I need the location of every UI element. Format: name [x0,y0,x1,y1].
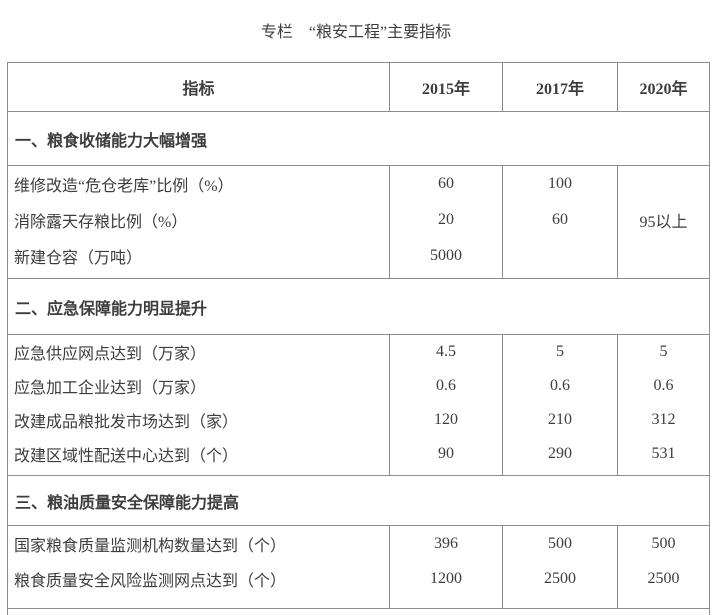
row-label: 改建区域性配送中心达到（个） [8,437,390,471]
table-row: 维修改造“危仓老库”比例（%） 60 100 [8,166,709,202]
cell-value-2020: 531 [651,445,676,462]
cell-value-2015: 5000 [390,238,503,274]
section-heading-2: 二、应急保障能力明显提升 [8,279,709,335]
cell-value-2015: 396 [390,526,503,561]
block-filler [8,471,709,475]
column-header-indicator: 指标 [8,63,390,111]
cell-value-2017: 500 [503,526,618,561]
column-header-2015: 2015年 [390,63,503,111]
table-row: 应急加工企业达到（万家） 0.6 0.6 0.6 [8,369,709,403]
cell-value-2017: 100 [503,166,618,202]
cutoff-row [8,609,709,615]
table-row: 改建成品粮批发市场达到（家） 120 210 312 [8,403,709,437]
cell-value-2017: 210 [503,403,618,437]
row-label: 应急加工企业达到（万家） [8,369,390,403]
table-row: 新建仓容（万吨） 5000 [8,238,709,274]
cell-value-2017: 60 [503,202,618,238]
cell-value-2020 [618,238,709,274]
cell-value-2015: 0.6 [390,369,503,403]
row-label: 国家粮食质量监测机构数量达到（个） [8,526,390,561]
cell-value-2017: 0.6 [503,369,618,403]
cell-value-2015: 1200 [390,561,503,596]
cell-value-2015: 60 [390,166,503,202]
cell-value-2015: 90 [390,437,503,471]
cell-value-2017: 5 [503,335,618,369]
table-row: 改建区域性配送中心达到（个） 90 290 531 [8,437,709,471]
section-heading-1: 一、粮食收储能力大幅增强 [8,112,709,166]
cell-value-2020: 312 [651,411,676,428]
section-heading-3: 三、粮油质量安全保障能力提高 [8,476,709,526]
section-3-rows: 国家粮食质量监测机构数量达到（个） 396 500 500 粮食质量安全风险监测… [8,526,709,609]
block-filler [8,274,709,278]
row-label: 维修改造“危仓老库”比例（%） [8,166,390,202]
cell-value-2015: 20 [390,202,503,238]
table-row: 消除露天存粮比例（%） 20 60 95以上 [8,202,709,238]
indicator-table: 指标 2015年 2017年 2020年 一、粮食收储能力大幅增强 维修改造“危… [7,62,710,615]
cell-value-2015: 120 [390,403,503,437]
row-label: 新建仓容（万吨） [8,238,390,274]
cell-value-2020: 5 [659,343,668,360]
table-row: 应急供应网点达到（万家） 4.5 5 5 [8,335,709,369]
column-header-2017: 2017年 [503,63,618,111]
table-row: 粮食质量安全风险监测网点达到（个） 1200 2500 2500 [8,561,709,596]
row-label: 应急供应网点达到（万家） [8,335,390,369]
table-header-row: 指标 2015年 2017年 2020年 [8,63,709,112]
cell-value-2020: 500 [651,534,676,552]
column-header-2020: 2020年 [639,81,688,98]
page-title: 专栏 “粮安工程”主要指标 [260,24,452,41]
cell-value-2015: 4.5 [390,335,503,369]
row-label: 消除露天存粮比例（%） [8,202,390,238]
cell-value-2017: 290 [503,437,618,471]
row-label: 改建成品粮批发市场达到（家） [8,403,390,437]
cell-value-2017 [503,238,618,274]
cell-value-2017: 2500 [503,561,618,596]
cell-value-2020: 2500 [647,569,680,587]
cell-value-2020: 0.6 [653,377,674,394]
section-1-rows: 维修改造“危仓老库”比例（%） 60 100 消除露天存粮比例（%） 20 60… [8,166,709,279]
table-row: 国家粮食质量监测机构数量达到（个） 396 500 500 [8,526,709,561]
cell-value-2020: 95以上 [639,214,688,231]
cell-value-2020 [618,166,709,202]
block-filler [8,596,709,608]
row-label: 粮食质量安全风险监测网点达到（个） [8,561,390,596]
section-2-rows: 应急供应网点达到（万家） 4.5 5 5 应急加工企业达到（万家） 0.6 0.… [8,335,709,476]
